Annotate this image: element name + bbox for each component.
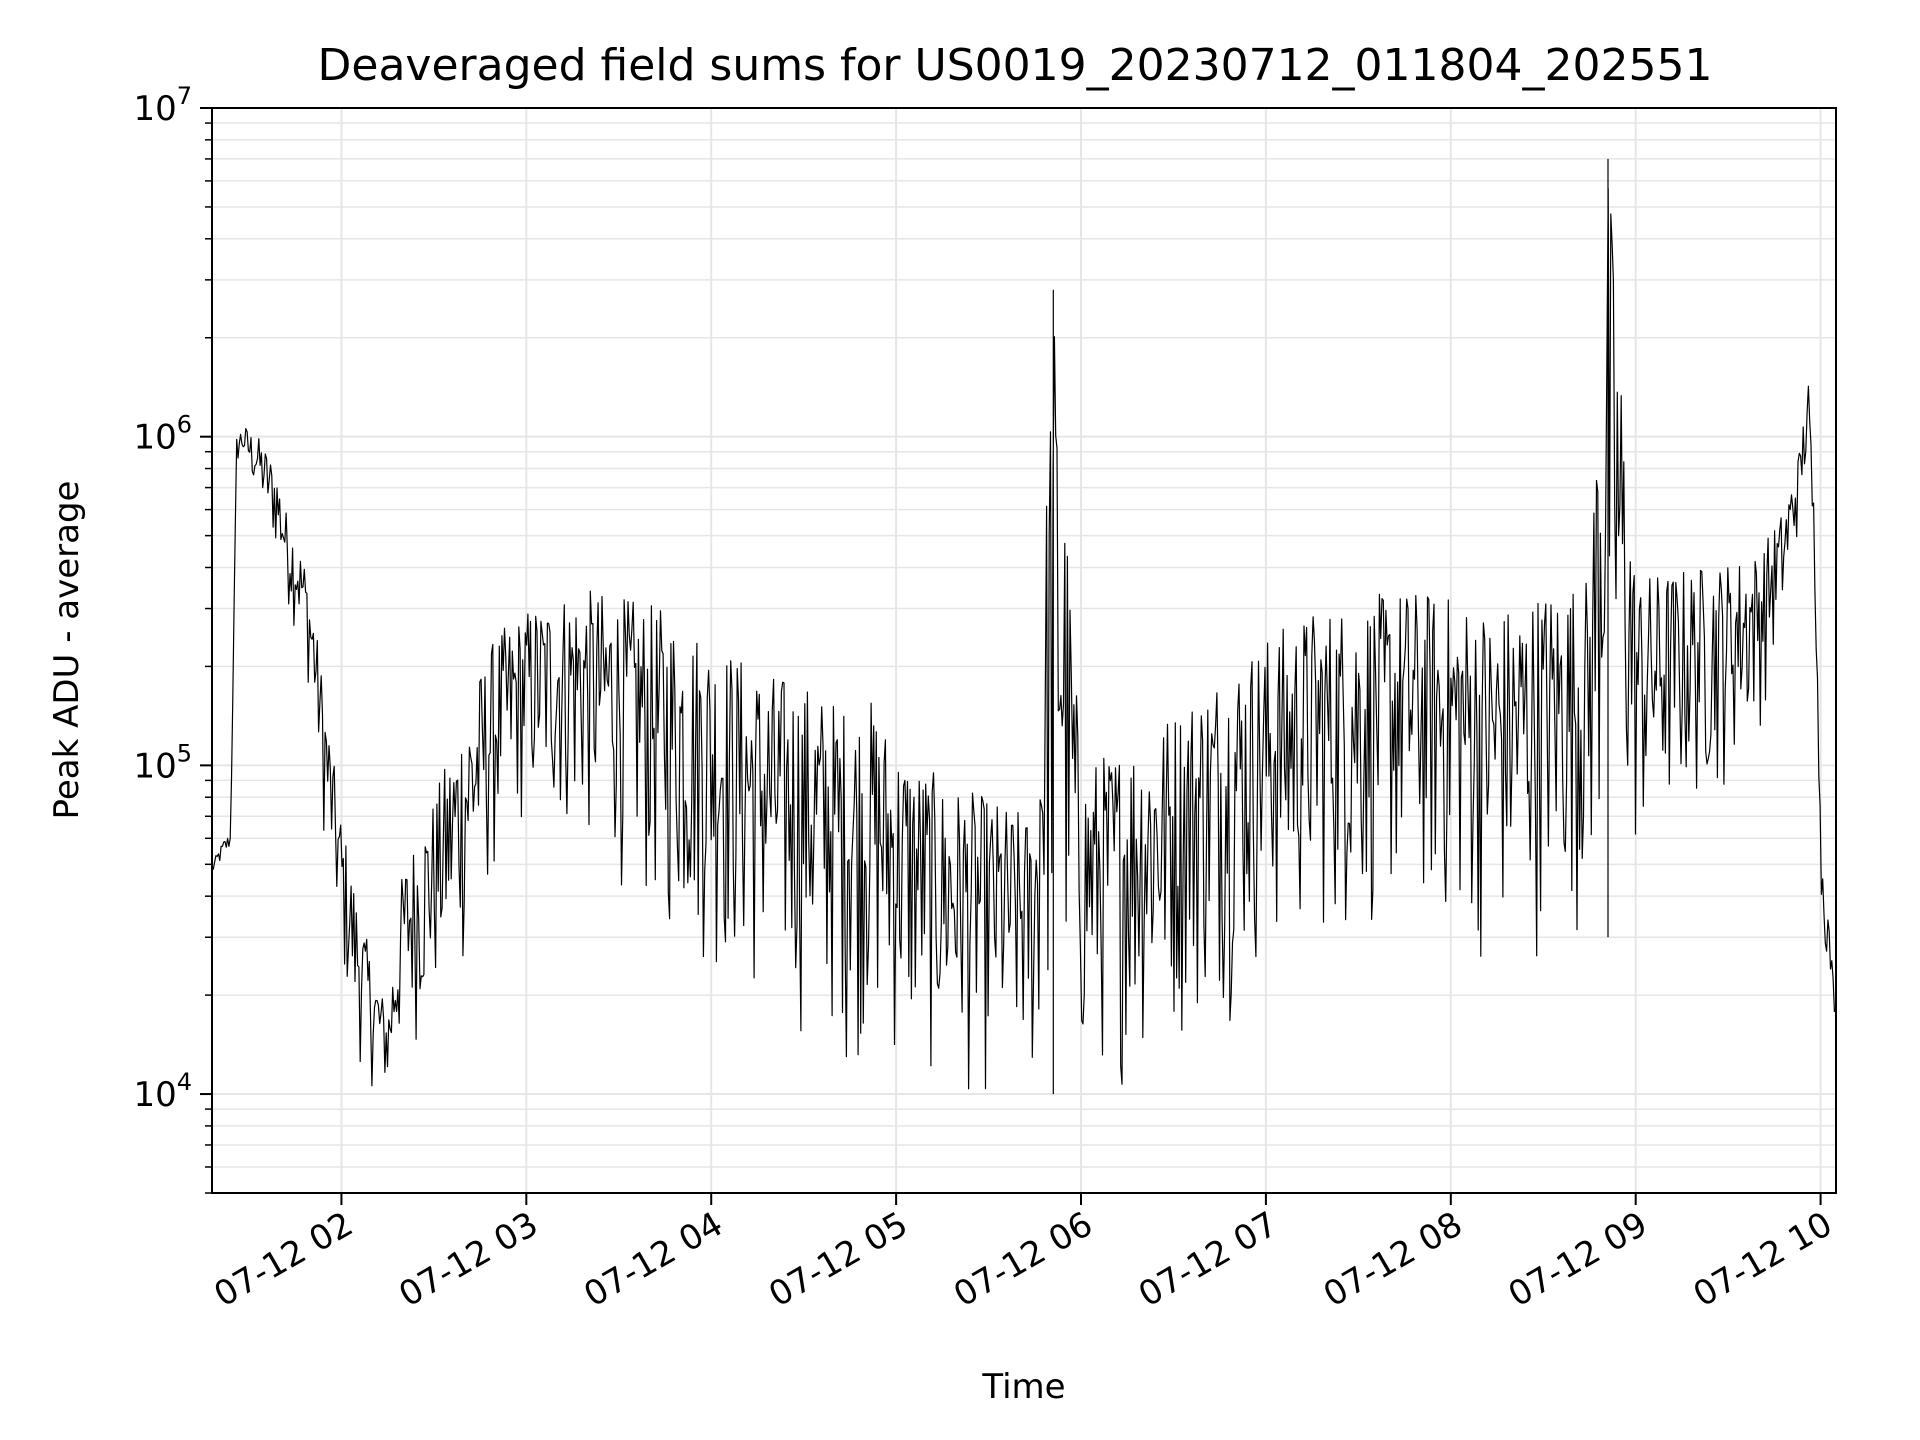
x-axis-ticks: 07-12 02 07-12 03 07-12 04 07-12 05 07-12 06…	[208, 1193, 1839, 1315]
y-tick-label: 105	[133, 739, 192, 786]
x-tick-label: 07-12 07	[1132, 1204, 1284, 1315]
x-tick-label: 07-12 09	[1502, 1204, 1654, 1315]
data-series-line	[211, 158, 1837, 1095]
chart-title: Deaveraged field sums for US0019_2023071…	[318, 40, 1713, 91]
minor-gridlines	[212, 122, 1836, 1194]
x-axis-label: Time	[981, 1367, 1065, 1407]
y-tick-label: 106	[133, 411, 192, 458]
plot-frame	[211, 107, 1837, 1194]
x-tick-label: 07-12 06	[947, 1204, 1099, 1315]
y-axis-label: Peak ADU - average	[47, 481, 87, 820]
x-tick-label: 07-12 04	[577, 1204, 729, 1315]
x-tick-label: 07-12 10	[1687, 1204, 1839, 1315]
x-tick-label: 07-12 08	[1317, 1204, 1469, 1315]
y-axis-ticks: 104 105 106 107	[133, 82, 212, 1194]
y-tick-label: 107	[133, 82, 192, 129]
x-tick-label: 07-12 03	[392, 1204, 544, 1315]
y-tick-label: 104	[133, 1068, 192, 1115]
x-tick-label: 07-12 05	[762, 1204, 914, 1315]
x-tick-label: 07-12 02	[208, 1204, 360, 1315]
